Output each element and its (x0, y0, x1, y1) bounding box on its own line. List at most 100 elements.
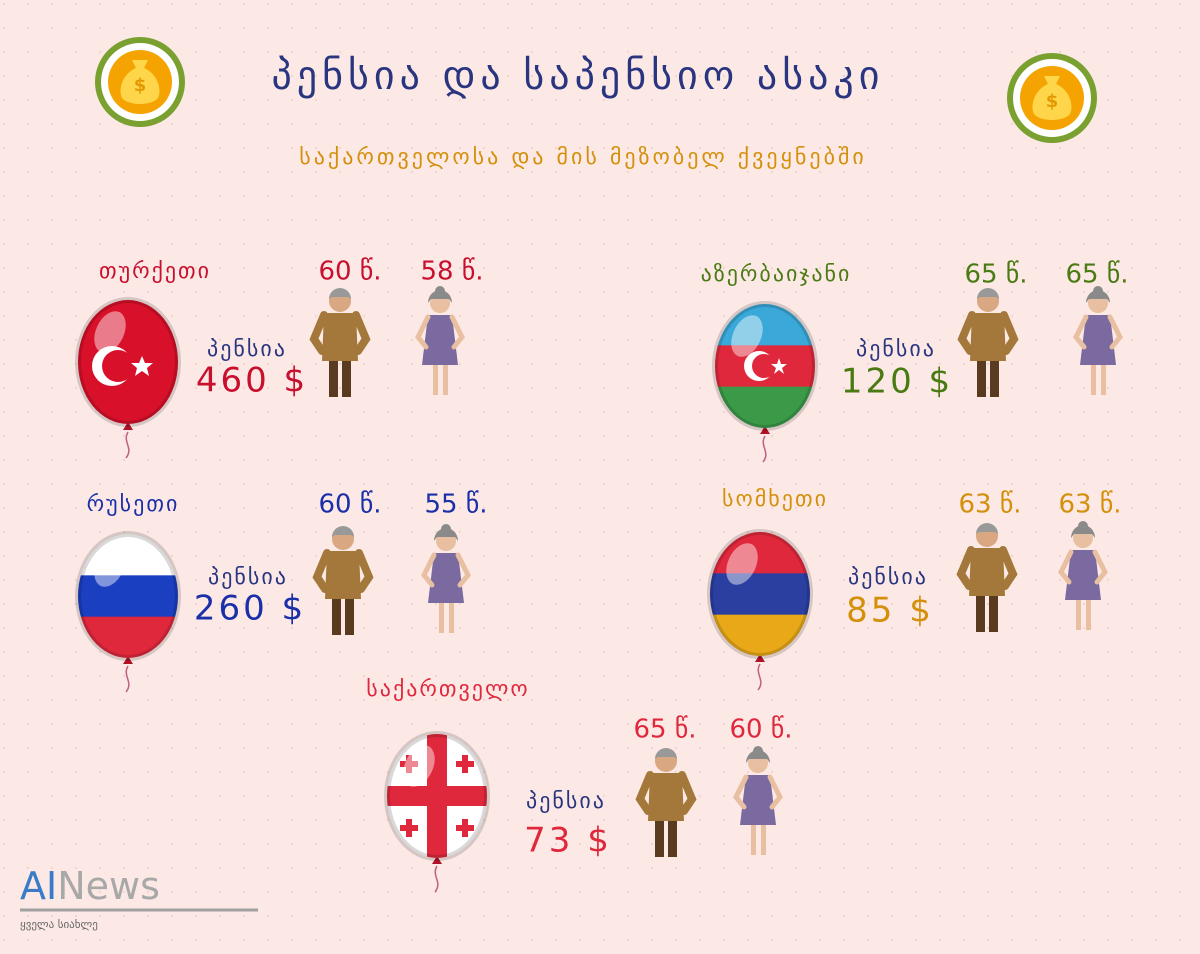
star (771, 358, 787, 374)
woman-figure (415, 286, 465, 395)
leg (1086, 594, 1091, 630)
pension-amount: 460 $ (196, 361, 308, 401)
hair (976, 523, 998, 534)
small-cross (400, 825, 418, 831)
female-age: 60 წ. (729, 715, 792, 745)
balloon (75, 297, 181, 459)
balloon-string (757, 663, 762, 691)
country-name: საქართველო (366, 677, 529, 702)
arm (455, 552, 471, 588)
male-age: 65 წ. (964, 260, 1027, 290)
female-age: 63 წ. (1058, 490, 1121, 520)
arm (733, 774, 749, 810)
woman-figure (421, 524, 471, 633)
shade (707, 529, 813, 659)
woman-figure (1058, 521, 1108, 630)
leg (1076, 594, 1081, 630)
woman-figure (1073, 286, 1123, 395)
arm (956, 546, 975, 590)
star (131, 356, 153, 376)
balloon-string (762, 435, 767, 463)
hair (434, 528, 458, 541)
leg (977, 359, 986, 397)
shirt (648, 773, 684, 821)
dress (740, 775, 776, 825)
balloon-knot (432, 856, 442, 864)
balloon-knot (123, 656, 133, 664)
man-figure (956, 523, 1018, 632)
balloon-knot (760, 426, 770, 434)
arm (449, 314, 465, 350)
arm (635, 771, 654, 815)
leg (329, 359, 338, 397)
pension-amount: 260 $ (194, 589, 306, 629)
pension-amount: 73 $ (524, 821, 612, 861)
shirt (325, 551, 361, 599)
pension-label: პენსია (856, 337, 936, 362)
pension-amount: 120 $ (841, 362, 953, 402)
leg (990, 359, 999, 397)
small-cross (456, 761, 474, 767)
balloon-knot (123, 422, 133, 430)
man-figure (635, 748, 697, 857)
leg (751, 819, 756, 855)
shirt (322, 313, 358, 361)
balloon-string (125, 431, 130, 459)
shirt (970, 313, 1006, 361)
logo-tagline: ყველა სიახლე (20, 918, 98, 931)
arm (1058, 549, 1074, 585)
male-age: 60 წ. (318, 490, 381, 520)
crescent-cut (752, 354, 776, 378)
arm (312, 549, 331, 593)
shade (75, 531, 181, 661)
highlight (94, 545, 126, 587)
arm (999, 546, 1018, 590)
man-figure (309, 288, 371, 397)
balloon-knot (755, 654, 765, 662)
subtitle: საქართველოსა და მის მეზობელ ქვეყნებში (299, 145, 866, 170)
highlight (726, 543, 758, 585)
money-icon: $ (1007, 53, 1097, 143)
leg (976, 594, 985, 632)
pension-label: პენსია (207, 337, 287, 362)
logo-news: News (57, 864, 160, 908)
svg-text:$: $ (1046, 91, 1059, 112)
arm (309, 311, 328, 355)
logo-brand: AINews (20, 864, 160, 908)
shade (712, 301, 818, 431)
flag (387, 734, 487, 858)
hair-bun (441, 524, 451, 534)
arm (352, 311, 371, 355)
flag-stripe (710, 573, 810, 616)
leg (989, 594, 998, 632)
shade (75, 297, 181, 427)
pension-label: პენსია (526, 789, 606, 814)
highlight (731, 315, 763, 357)
hair (329, 288, 351, 299)
arm (1092, 549, 1108, 585)
hair (428, 290, 452, 303)
arm (1073, 314, 1089, 350)
male-age: 60 წ. (318, 257, 381, 287)
country-name: თურქეთი (99, 259, 211, 284)
crescent-cut (102, 350, 134, 382)
man-figure (957, 288, 1019, 397)
arm (415, 314, 431, 350)
cross-h (387, 786, 487, 806)
hair (977, 288, 999, 299)
flag (78, 300, 178, 424)
leg (1101, 359, 1106, 395)
title: პენსია და საპენსიო ასაკი (271, 53, 884, 99)
arm (678, 771, 697, 815)
male-age: 65 წ. (633, 715, 696, 745)
country-name: რუსეთი (87, 492, 180, 517)
leg (761, 819, 766, 855)
arm (355, 549, 374, 593)
woman-figure (733, 746, 783, 855)
hair (746, 750, 770, 763)
hair-bun (1078, 521, 1088, 531)
arm (1000, 311, 1019, 355)
small-cross (400, 761, 418, 767)
shade (384, 731, 490, 861)
